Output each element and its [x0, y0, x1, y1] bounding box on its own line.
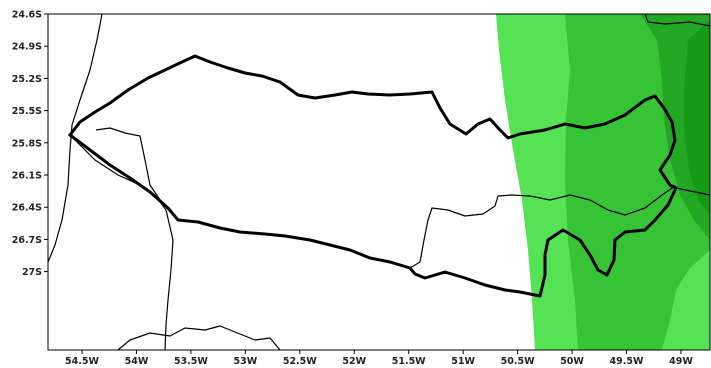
lon-tick-label: 49W — [669, 356, 693, 367]
shade-darkest-region — [684, 20, 710, 215]
lat-tick-label: 26.4S — [12, 203, 42, 214]
lat-tick-label: 25.5S — [12, 106, 42, 117]
lon-tick-label: 49.5W — [610, 356, 644, 367]
northeast-line — [644, 14, 710, 27]
lat-tick-label: 26.1S — [12, 171, 42, 182]
lon-tick-label: 54.5W — [65, 356, 99, 367]
lon-tick-label: 53W — [233, 356, 257, 367]
map-frame — [47, 13, 711, 351]
longitude-axis: 54.5W 54W 53.5W 53W 52.5W 52W 51.5W 51W 50.5W 50W… — [65, 350, 693, 367]
south-county-line — [117, 325, 281, 350]
lat-tick-label: 25.2S — [12, 74, 42, 85]
east-line — [675, 187, 710, 196]
southwest-border-line — [69, 134, 174, 350]
latitude-axis: 24.6S 24.9S 25.2S 25.5S 25.8S 26.1S 26.4S 26.7S… — [12, 10, 48, 278]
lat-tick-label: 24.9S — [12, 42, 42, 53]
lon-tick-label: 50.5W — [501, 356, 535, 367]
lon-tick-label: 54W — [125, 356, 149, 367]
lon-tick-label: 51W — [451, 356, 475, 367]
lat-tick-label: 24.6S — [12, 10, 42, 21]
lat-tick-label: 27S — [22, 267, 42, 278]
lat-tick-label: 26.7S — [12, 235, 42, 246]
lon-tick-label: 52.5W — [283, 356, 317, 367]
lon-tick-label: 53.5W — [174, 356, 208, 367]
upper-basin-boundary — [68, 54, 678, 190]
lat-tick-label: 25.8S — [12, 138, 42, 149]
inner-river-line — [409, 185, 676, 269]
lon-tick-label: 50W — [560, 356, 584, 367]
lon-tick-label: 52W — [342, 356, 366, 367]
lower-basin-boundary — [68, 133, 678, 298]
lon-tick-label: 51.5W — [392, 356, 426, 367]
